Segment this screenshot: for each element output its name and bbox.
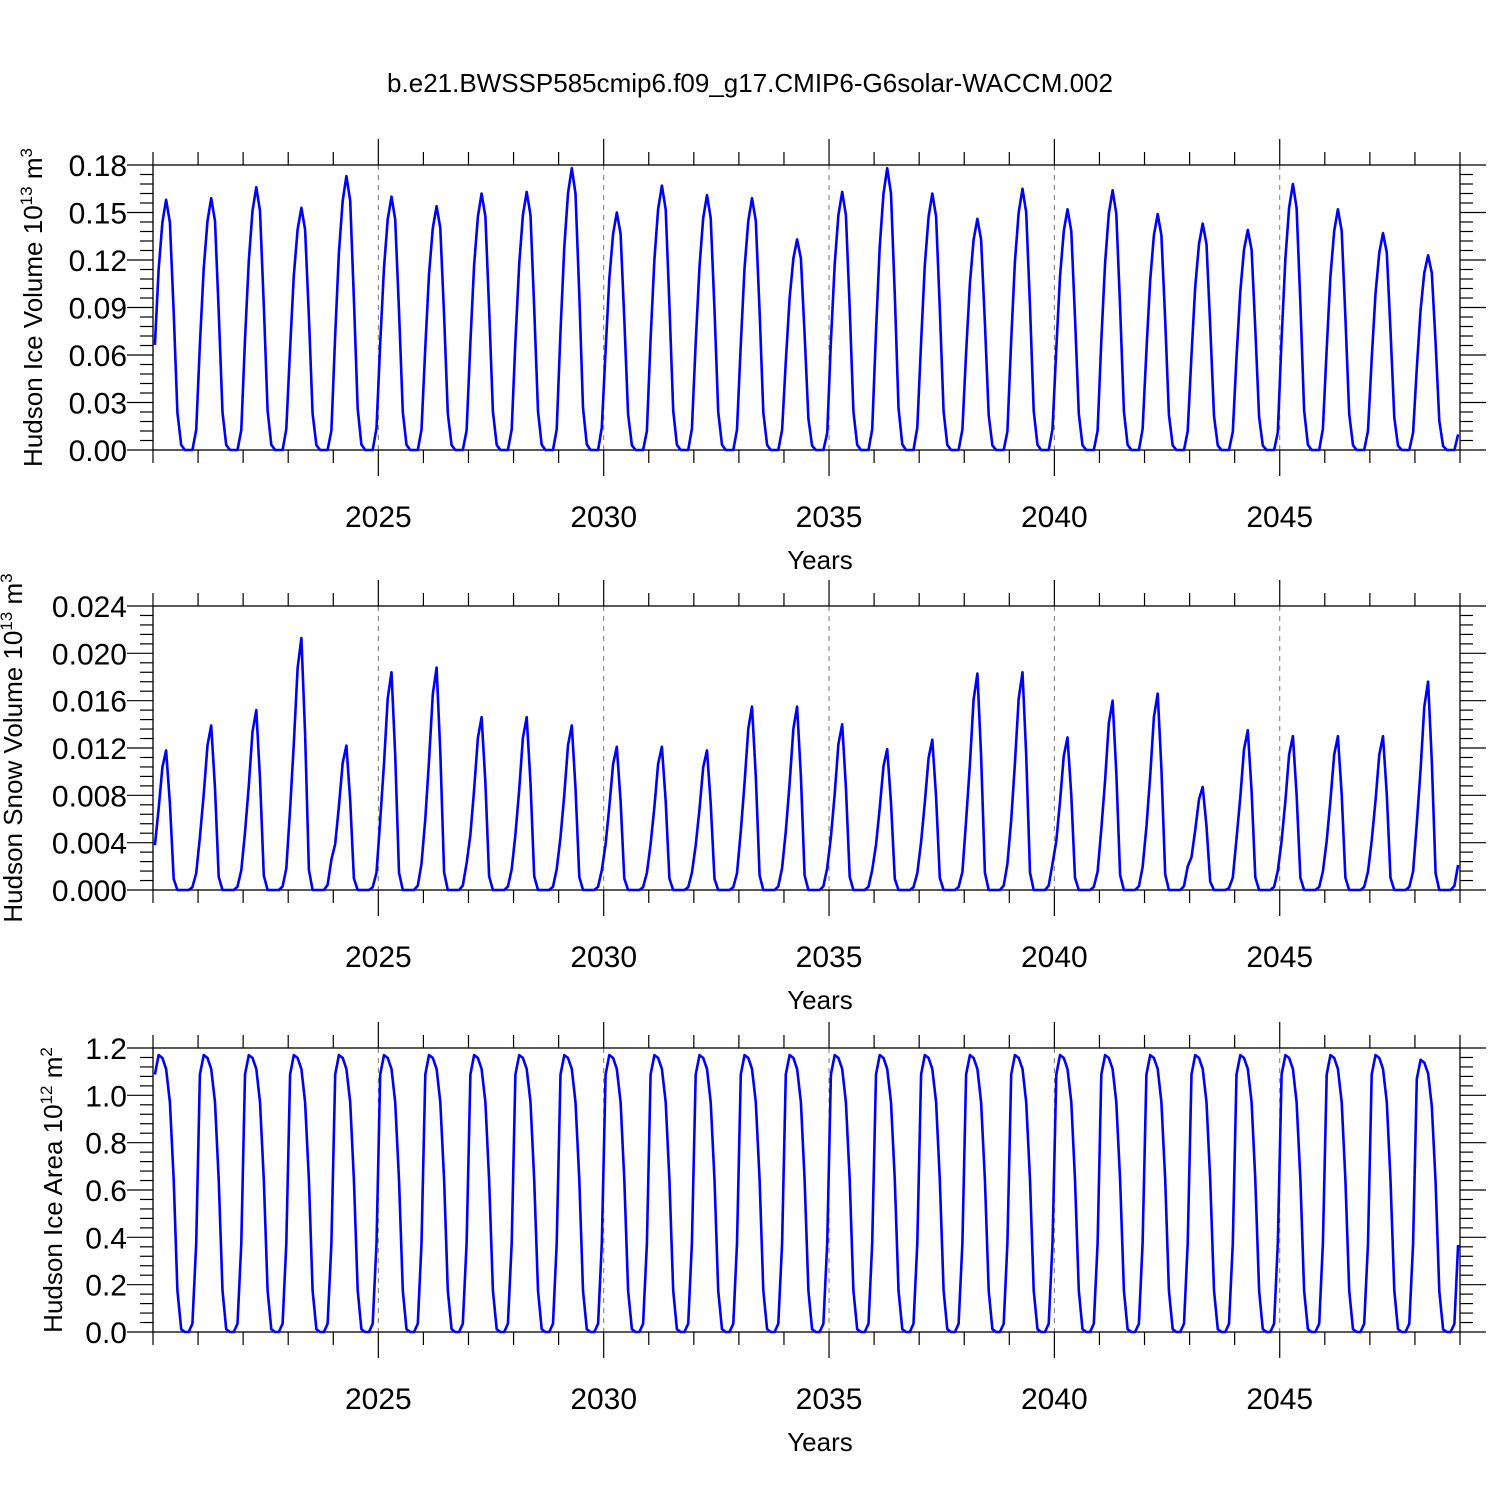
y-tick-label: 0.000	[52, 875, 127, 908]
series-line-hudson-ice-volume	[153, 166, 1460, 452]
x-tick-label: 2030	[570, 501, 637, 534]
y-tick-label: 0.016	[52, 686, 127, 719]
y-tick-label: 0.15	[69, 198, 127, 231]
y-tick-label: 1.2	[85, 1033, 127, 1066]
y-tick-label: 0.004	[52, 828, 127, 861]
x-tick-label: 2040	[1021, 1383, 1088, 1416]
y-tick-label: 0.024	[52, 591, 127, 624]
y-tick-label: 0.06	[69, 340, 127, 373]
y-axis-label: Hudson Ice Area 1012 m2	[37, 1047, 68, 1333]
y-tick-label: 0.0	[85, 1317, 127, 1350]
x-tick-label: 2045	[1246, 941, 1313, 974]
y-tick-label: 0.2	[85, 1270, 127, 1303]
y-tick-label: 0.008	[52, 780, 127, 813]
y-tick-label: 0.12	[69, 245, 127, 278]
x-tick-label: 2040	[1021, 501, 1088, 534]
x-axis-label: Years	[787, 545, 853, 575]
x-tick-label: 2035	[796, 501, 863, 534]
y-tick-label: 0.00	[69, 435, 127, 468]
plot-frame	[152, 605, 1461, 891]
y-tick-label: 0.4	[85, 1222, 127, 1255]
y-tick-label: 0.18	[69, 150, 127, 183]
series-line-hudson-ice-area	[153, 1053, 1460, 1334]
y-tick-label: 1.0	[85, 1080, 127, 1113]
y-axis-label: Hudson Snow Volume 1013 m3	[0, 573, 28, 922]
y-tick-label: 0.6	[85, 1175, 127, 1208]
panel-2: 0.000 0.004 0.008 0.012 0.016 0.020 0.024 2025 2…	[0, 573, 1486, 1015]
x-tick-label: 2025	[345, 941, 412, 974]
series-line-hudson-snow-volume	[153, 636, 1460, 892]
x-tick-label: 2045	[1246, 1383, 1313, 1416]
x-tick-label: 2045	[1246, 501, 1313, 534]
x-tick-label: 2035	[796, 941, 863, 974]
y-axis-label: Hudson Ice Volume 1013 m3	[17, 148, 48, 467]
x-tick-label: 2025	[345, 1383, 412, 1416]
y-tick-label: 0.03	[69, 388, 127, 421]
panel-3: 0.0 0.2 0.4 0.6 0.8 1.0 1.2 2025 2030 2035 2040 204…	[37, 1022, 1486, 1457]
panel-1: 0.00 0.03 0.06 0.09 0.12 0.15 0.18 2025 2030 2035…	[17, 139, 1486, 575]
x-tick-label: 2040	[1021, 941, 1088, 974]
x-tick-label: 2030	[570, 941, 637, 974]
x-tick-label: 2035	[796, 1383, 863, 1416]
y-tick-label: 0.012	[52, 733, 127, 766]
y-tick-label: 0.09	[69, 293, 127, 326]
x-axis-label: Years	[787, 985, 853, 1015]
figure-title: b.e21.BWSSP585cmip6.f09_g17.CMIP6-G6sola…	[387, 68, 1113, 98]
y-tick-label: 0.020	[52, 638, 127, 671]
x-tick-label: 2030	[570, 1383, 637, 1416]
x-axis-label: Years	[787, 1427, 853, 1457]
plot-frame	[152, 164, 1461, 451]
y-tick-label: 0.8	[85, 1128, 127, 1161]
x-tick-label: 2025	[345, 501, 412, 534]
